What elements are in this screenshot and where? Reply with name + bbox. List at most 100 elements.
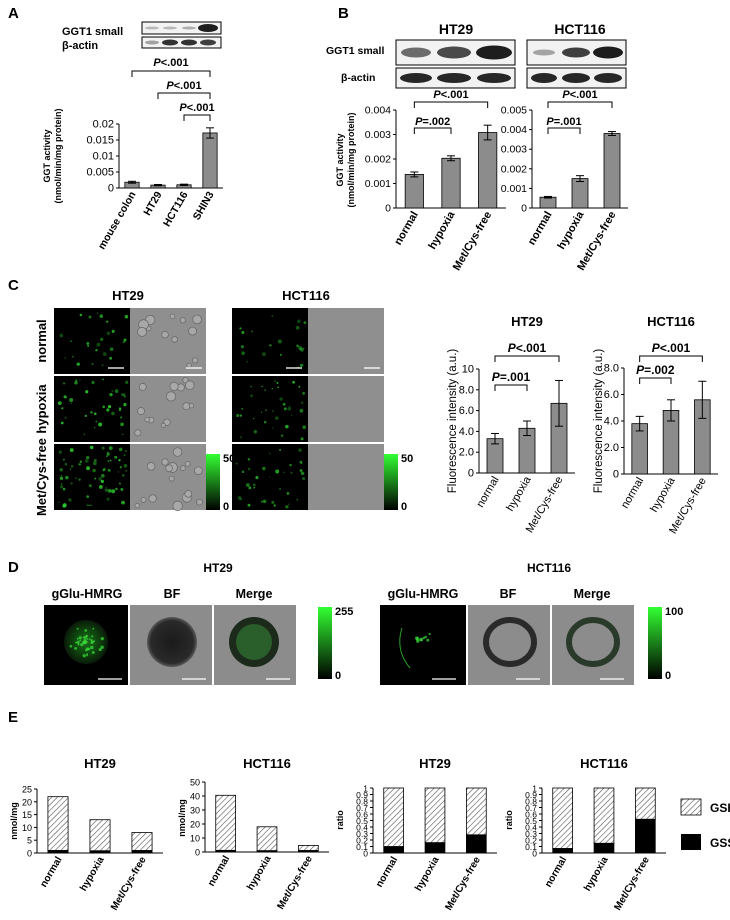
fluorescent-spot xyxy=(92,468,96,473)
fluorescent-spot xyxy=(250,394,253,397)
blot-a-ggt1 xyxy=(141,21,222,35)
y-tick-label: 0.9 xyxy=(525,790,537,800)
fluorescent-spot xyxy=(239,414,242,417)
fluorescent-spot xyxy=(289,463,292,467)
blot-band xyxy=(476,45,512,60)
fluorescent-spot xyxy=(86,638,89,641)
legend-label-gsh: GSH xyxy=(710,801,730,815)
y-tick-label: 30 xyxy=(190,806,200,816)
fluorescent-spot xyxy=(240,436,242,438)
fluorescent-spot xyxy=(279,353,282,356)
fluorescent-spot xyxy=(120,487,124,491)
x-tick-label: HCT116 xyxy=(161,189,191,228)
bar-gsh xyxy=(89,819,111,852)
fluorescent-spot xyxy=(261,385,263,388)
fluorescent-spot xyxy=(245,483,250,487)
blot-b-hct116-ggt1 xyxy=(526,39,627,66)
y-tick-label: 10 xyxy=(190,834,200,844)
fluorescent-spot xyxy=(111,329,115,333)
fluorescent-spot xyxy=(303,321,307,325)
fluorescent-spot xyxy=(98,422,103,427)
x-tick-label: normal xyxy=(374,855,400,890)
y-axis-label-b-unit: (nmol/min/mg protein) xyxy=(346,113,356,208)
bar-gsh xyxy=(424,787,446,843)
fluorescent-spot xyxy=(94,477,97,480)
y-tick-label: 40 xyxy=(190,792,200,802)
y-tick-label: 0.001 xyxy=(365,178,391,190)
x-tick-label: Met/Cys-free xyxy=(451,209,494,272)
y-tick-label: 0.8 xyxy=(525,797,537,807)
cell xyxy=(196,498,203,506)
color-scale xyxy=(206,454,220,510)
cell xyxy=(172,500,183,512)
blot-band xyxy=(200,39,216,46)
fluorescent-spot xyxy=(123,463,128,468)
pvalue-c-ht29-1: P<.001 xyxy=(508,341,547,355)
y-tick-label: 0.003 xyxy=(365,129,391,141)
blot-band xyxy=(145,26,159,30)
c-hct116-brightfield-1 xyxy=(308,376,384,442)
y-tick-label: 20 xyxy=(190,820,200,830)
legend-swatch-gssg xyxy=(681,834,701,850)
fluorescent-spot xyxy=(64,357,66,359)
fluorescent-spot xyxy=(102,378,104,381)
fluorescent-spot xyxy=(76,640,80,644)
bar-gssg xyxy=(635,818,656,854)
panel-label-c: C xyxy=(8,277,19,294)
y-tick-label: 1 xyxy=(363,784,368,794)
bracket-b-hct116-2 xyxy=(547,127,581,134)
y-tick-label: 0.004 xyxy=(501,124,527,136)
c-row-label: Met/Cys-free xyxy=(34,438,49,516)
fluorescent-spot xyxy=(121,393,124,396)
fluorescent-spot xyxy=(69,398,74,402)
fluorescent-spot xyxy=(91,380,95,385)
x-tick-label: hypoxia xyxy=(504,474,534,514)
x-tick-label: Met/Cys-free xyxy=(275,854,315,912)
fluorescent-spot xyxy=(107,405,112,409)
y-axis-label-b: GGT activity xyxy=(335,133,345,186)
fluorescent-spot xyxy=(106,320,109,323)
fluorescent-spot xyxy=(86,495,90,499)
fluorescent-spot xyxy=(300,348,304,352)
y-tick-label: 0.5 xyxy=(356,816,368,826)
fluorescent-spot xyxy=(260,411,263,414)
fluorescent-spot xyxy=(86,504,88,506)
y-tick-label: 0.3 xyxy=(356,829,368,839)
fluorescent-spot xyxy=(105,455,108,458)
fluorescent-spot xyxy=(78,478,81,481)
fluorescent-spot xyxy=(60,483,63,485)
y-tick-label: 0.015 xyxy=(86,135,114,147)
fluorescent-spot xyxy=(80,643,84,647)
fluorescent-spot xyxy=(100,479,104,484)
y-tick-label: 50 xyxy=(190,778,200,788)
fluorescent-spot xyxy=(111,411,115,416)
d-column-label: BF xyxy=(164,587,181,601)
y-tick-label: 8.0 xyxy=(604,363,619,375)
fluorescent-spot xyxy=(86,342,90,345)
fluorescent-spot xyxy=(109,347,114,352)
y-tick-label: 10 xyxy=(462,364,474,376)
cell xyxy=(140,496,147,503)
blot-band xyxy=(562,47,590,58)
cell xyxy=(161,458,169,466)
y-tick-label: 15 xyxy=(22,810,32,820)
blot-band xyxy=(181,39,197,46)
fluorescent-spot xyxy=(106,408,110,412)
bar xyxy=(202,132,218,189)
fluorescent-spot xyxy=(100,337,104,342)
fluorescent-spot xyxy=(299,469,303,472)
cell xyxy=(194,466,203,476)
bar xyxy=(404,174,424,209)
d-column-label: gGlu-HMRG xyxy=(388,587,459,601)
bar-gsh xyxy=(47,796,69,851)
fluorescent-spot xyxy=(120,422,124,427)
cell xyxy=(172,447,183,457)
scale-min-label: 0 xyxy=(223,501,229,513)
pvalue-b-ht29-1: P<.001 xyxy=(433,89,468,101)
y-tick-label: 5 xyxy=(27,836,32,846)
bar-gssg xyxy=(552,848,573,854)
fluorescent-spot xyxy=(102,405,106,409)
c-row-label: normal xyxy=(34,319,49,362)
legend-label-gssg: GSSG xyxy=(710,836,730,850)
color-scale xyxy=(648,607,662,679)
